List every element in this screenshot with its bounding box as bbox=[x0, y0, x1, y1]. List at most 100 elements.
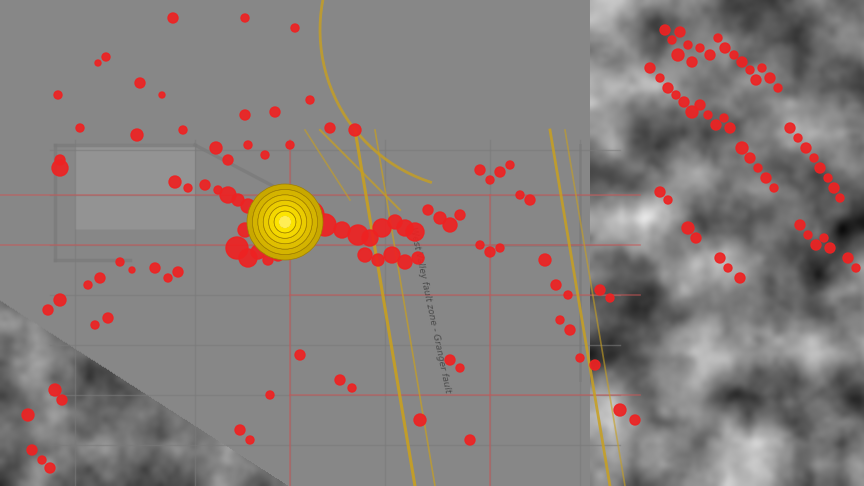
Circle shape bbox=[362, 230, 378, 246]
Circle shape bbox=[261, 151, 269, 159]
Wedge shape bbox=[247, 184, 323, 260]
Circle shape bbox=[250, 210, 260, 220]
Circle shape bbox=[476, 241, 484, 249]
Circle shape bbox=[715, 253, 725, 263]
Circle shape bbox=[682, 222, 694, 234]
Circle shape bbox=[348, 225, 368, 245]
Circle shape bbox=[668, 36, 676, 44]
Circle shape bbox=[103, 313, 113, 323]
Circle shape bbox=[758, 64, 766, 72]
Circle shape bbox=[232, 194, 244, 206]
Circle shape bbox=[406, 223, 424, 241]
Circle shape bbox=[539, 254, 551, 266]
Circle shape bbox=[825, 243, 835, 253]
Circle shape bbox=[264, 234, 276, 246]
Circle shape bbox=[241, 199, 255, 213]
Circle shape bbox=[824, 174, 832, 182]
Circle shape bbox=[506, 161, 514, 169]
Circle shape bbox=[102, 53, 110, 61]
Circle shape bbox=[434, 212, 446, 224]
Circle shape bbox=[829, 183, 839, 193]
Circle shape bbox=[173, 267, 183, 277]
Circle shape bbox=[256, 199, 274, 217]
Wedge shape bbox=[264, 200, 307, 243]
Circle shape bbox=[754, 164, 762, 172]
Wedge shape bbox=[280, 217, 290, 227]
Circle shape bbox=[720, 114, 728, 122]
Circle shape bbox=[49, 384, 61, 396]
Circle shape bbox=[443, 218, 457, 232]
Circle shape bbox=[672, 49, 684, 61]
Circle shape bbox=[705, 50, 715, 60]
Circle shape bbox=[184, 184, 192, 192]
Circle shape bbox=[43, 305, 53, 315]
Circle shape bbox=[150, 263, 160, 273]
Circle shape bbox=[241, 14, 249, 22]
Circle shape bbox=[244, 141, 252, 149]
Circle shape bbox=[811, 240, 821, 250]
Circle shape bbox=[564, 291, 572, 299]
Circle shape bbox=[687, 57, 697, 67]
Circle shape bbox=[84, 281, 92, 289]
Circle shape bbox=[711, 120, 721, 130]
Circle shape bbox=[730, 51, 738, 59]
Circle shape bbox=[270, 107, 280, 117]
Circle shape bbox=[169, 176, 181, 188]
Circle shape bbox=[325, 123, 335, 133]
Circle shape bbox=[116, 258, 124, 266]
Circle shape bbox=[348, 384, 356, 392]
Circle shape bbox=[815, 163, 825, 173]
Circle shape bbox=[630, 415, 640, 425]
Circle shape bbox=[663, 83, 673, 93]
Circle shape bbox=[556, 316, 564, 324]
Circle shape bbox=[57, 395, 67, 405]
Circle shape bbox=[565, 325, 575, 335]
Circle shape bbox=[226, 237, 248, 259]
Circle shape bbox=[240, 110, 250, 120]
Circle shape bbox=[295, 350, 305, 360]
Circle shape bbox=[455, 210, 465, 220]
Circle shape bbox=[525, 195, 535, 205]
Circle shape bbox=[590, 360, 600, 370]
Circle shape bbox=[456, 364, 464, 372]
Circle shape bbox=[486, 176, 494, 184]
Circle shape bbox=[335, 375, 345, 385]
Text: West Valley fault zone - Granger fault: West Valley fault zone - Granger fault bbox=[408, 226, 452, 394]
Circle shape bbox=[664, 196, 672, 204]
Circle shape bbox=[614, 404, 626, 416]
Circle shape bbox=[159, 92, 165, 98]
Circle shape bbox=[306, 96, 314, 104]
Circle shape bbox=[795, 220, 805, 230]
Circle shape bbox=[135, 78, 145, 88]
Circle shape bbox=[736, 142, 748, 154]
Circle shape bbox=[801, 143, 811, 153]
Circle shape bbox=[852, 264, 860, 272]
Circle shape bbox=[765, 73, 775, 83]
Circle shape bbox=[414, 414, 426, 426]
Circle shape bbox=[131, 129, 143, 141]
Circle shape bbox=[22, 409, 34, 421]
Circle shape bbox=[372, 254, 384, 266]
Circle shape bbox=[704, 111, 712, 119]
Circle shape bbox=[794, 134, 802, 142]
Circle shape bbox=[252, 227, 268, 243]
Circle shape bbox=[606, 294, 614, 302]
Circle shape bbox=[655, 187, 665, 197]
Circle shape bbox=[785, 123, 795, 133]
Circle shape bbox=[804, 231, 812, 239]
Circle shape bbox=[820, 234, 828, 242]
Circle shape bbox=[810, 154, 818, 162]
Circle shape bbox=[496, 244, 504, 252]
Circle shape bbox=[679, 97, 689, 107]
Circle shape bbox=[423, 205, 433, 215]
Circle shape bbox=[263, 255, 273, 265]
Circle shape bbox=[246, 436, 254, 444]
Circle shape bbox=[745, 153, 755, 163]
Circle shape bbox=[55, 155, 65, 165]
Circle shape bbox=[91, 321, 99, 329]
Circle shape bbox=[714, 34, 722, 42]
Circle shape bbox=[266, 391, 274, 399]
Circle shape bbox=[725, 123, 735, 133]
Circle shape bbox=[286, 141, 294, 149]
Circle shape bbox=[656, 74, 664, 82]
